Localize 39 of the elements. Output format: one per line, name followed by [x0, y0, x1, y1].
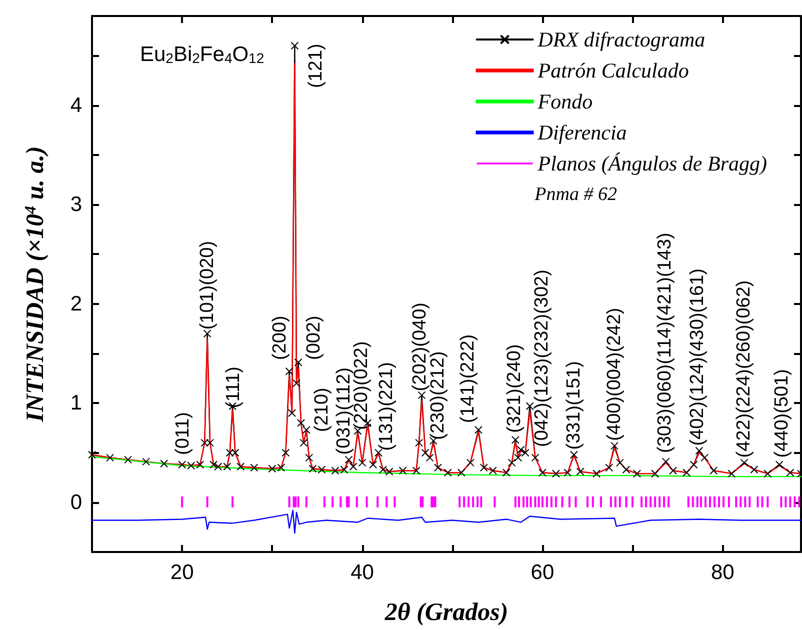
legend-label: Patrón Calculado	[536, 58, 689, 82]
annotation: (321)(240)	[504, 344, 526, 433]
annotation: (400)(004)(242)	[604, 308, 626, 441]
annotation: (111)	[222, 366, 244, 408]
y-tick-label: 0	[70, 490, 82, 514]
legend-label: DRX difractograma	[536, 28, 706, 52]
annotation: (141)(222)	[458, 334, 478, 423]
x-tick-label: 20	[170, 561, 194, 584]
x-tick-label: 80	[710, 561, 734, 584]
y-tick-label: 2	[70, 292, 82, 316]
y-tick-label: 4	[70, 94, 82, 117]
legend-label: Planos (Ángulos de Bragg)	[536, 152, 768, 176]
x-tick-label: 40	[350, 561, 374, 584]
annotation: (200)	[270, 316, 290, 360]
annotation: (440)(501)	[772, 368, 793, 458]
annotation: (202)(040)	[409, 302, 430, 392]
annotation: (422)(224)(260)(062)	[734, 280, 755, 458]
annotation: Pnma # 62	[534, 184, 618, 205]
annotation: (402)(124)(430)(161)	[686, 268, 708, 446]
annotation: (121)	[306, 44, 326, 88]
annotation: Eu2Bi2Fe4O12	[140, 43, 264, 66]
annotation: (002)	[304, 316, 324, 360]
annotation: (331)(151)	[563, 361, 584, 450]
y-axis-title: INTENSIDAD (×104 u. a.)	[22, 146, 49, 423]
y-tick-label: 3	[70, 193, 82, 216]
x-axis-title: 2θ (Grados)	[384, 599, 508, 626]
legend-label: Diferencia	[536, 120, 627, 144]
annotation: (031)(112)	[334, 367, 355, 455]
x-tick-label: 60	[530, 561, 554, 584]
annotation: (303)(060)(114)(421)(143)	[654, 232, 676, 453]
line-series	[91, 510, 802, 534]
annotation: (011)	[172, 412, 194, 455]
y-tick-label: 1	[70, 392, 82, 415]
annotation: (131)(221)	[376, 362, 398, 451]
annotation: (042)(123)(232)(302)	[532, 270, 552, 447]
annotation: (210)	[312, 388, 332, 432]
annotation: (101)(020)	[196, 240, 218, 330]
line-series	[91, 456, 802, 478]
legend-label: Fondo	[536, 90, 593, 114]
